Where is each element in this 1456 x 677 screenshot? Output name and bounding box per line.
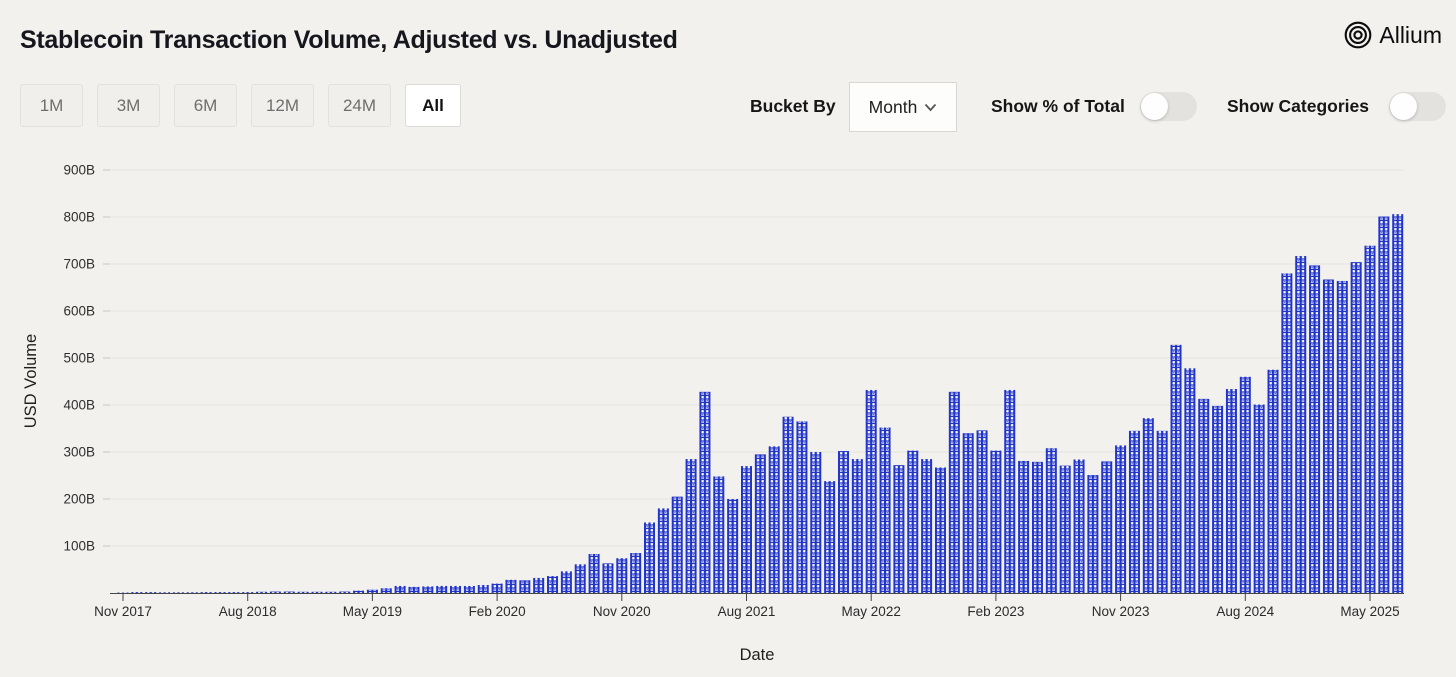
svg-text:Nov 2020: Nov 2020 — [593, 604, 651, 619]
svg-text:Feb 2023: Feb 2023 — [967, 604, 1024, 619]
svg-text:700B: 700B — [63, 257, 95, 272]
toggle-knob — [1390, 93, 1417, 120]
svg-text:400B: 400B — [63, 398, 95, 413]
svg-text:300B: 300B — [63, 445, 95, 460]
svg-text:May 2022: May 2022 — [842, 604, 901, 619]
bucket-by-dropdown[interactable]: Month — [849, 82, 957, 132]
svg-text:800B: 800B — [63, 210, 95, 225]
show-categories-toggle[interactable] — [1389, 92, 1446, 121]
range-button-3m[interactable]: 3M — [97, 84, 160, 127]
svg-text:Feb 2020: Feb 2020 — [469, 604, 526, 619]
x-axis-title: Date — [740, 646, 775, 664]
chevron-down-icon — [925, 103, 937, 111]
bucket-by-value: Month — [868, 96, 918, 117]
range-button-12m[interactable]: 12M — [251, 84, 314, 127]
bucket-by-label: Bucket By — [750, 96, 836, 116]
svg-text:Nov 2017: Nov 2017 — [94, 604, 152, 619]
range-button-all[interactable]: All — [405, 84, 461, 127]
svg-text:600B: 600B — [63, 304, 95, 319]
page-title: Stablecoin Transaction Volume, Adjusted … — [20, 26, 678, 54]
svg-text:100B: 100B — [63, 539, 95, 554]
svg-text:Aug 2021: Aug 2021 — [718, 604, 776, 619]
range-button-24m[interactable]: 24M — [328, 84, 391, 127]
svg-text:May 2019: May 2019 — [343, 604, 402, 619]
svg-text:Aug 2018: Aug 2018 — [219, 604, 277, 619]
show-pct-label: Show % of Total — [991, 96, 1125, 116]
svg-text:Nov 2023: Nov 2023 — [1092, 604, 1150, 619]
y-axis-title: USD Volume — [22, 334, 40, 428]
svg-text:500B: 500B — [63, 351, 95, 366]
svg-text:May 2025: May 2025 — [1340, 604, 1399, 619]
brand-name: Allium — [1379, 21, 1442, 48]
svg-text:900B: 900B — [63, 163, 95, 178]
brand-logo: Allium — [1343, 20, 1442, 50]
chart-area: 100B 200B 300B 400B 500B 600B 700B 800B 900B Nov … — [0, 150, 1456, 677]
show-categories-label: Show Categories — [1227, 96, 1369, 116]
show-pct-toggle[interactable] — [1140, 92, 1197, 121]
svg-text:Aug 2024: Aug 2024 — [1216, 604, 1274, 619]
svg-text:200B: 200B — [63, 492, 95, 507]
allium-logo-icon — [1345, 21, 1372, 49]
range-buttons: 1M 3M 6M 12M 24M All — [20, 84, 461, 127]
range-button-6m[interactable]: 6M — [174, 84, 237, 127]
range-button-1m[interactable]: 1M — [20, 84, 83, 127]
chart-canvas: 100B 200B 300B 400B 500B 600B 700B 800B 900B Nov … — [22, 163, 1404, 664]
toggle-knob — [1141, 93, 1168, 120]
